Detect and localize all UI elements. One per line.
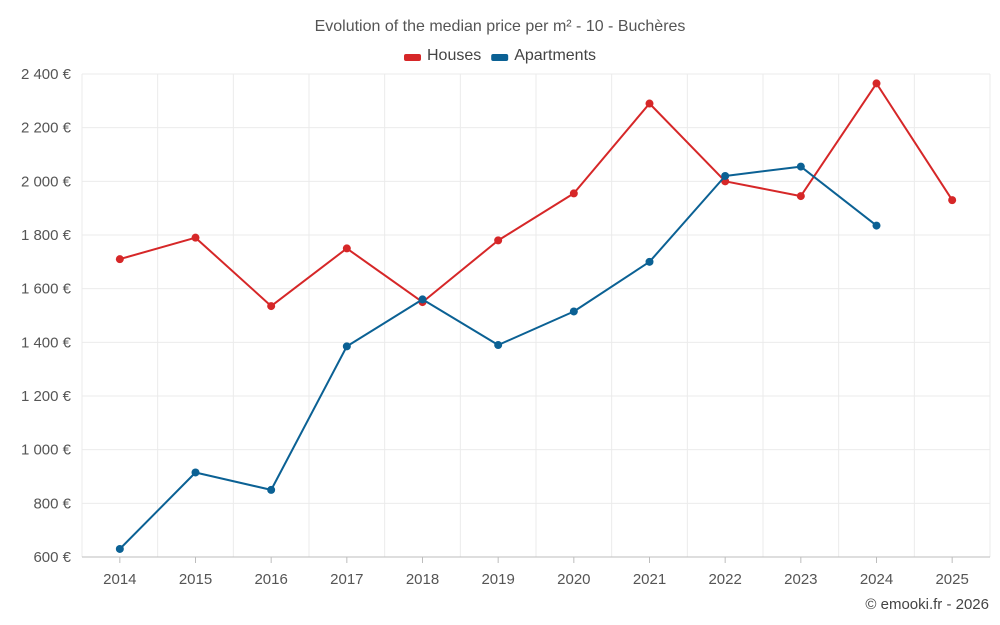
y-tick-label: 1 600 € — [21, 281, 72, 298]
y-tick-label: 600 € — [33, 549, 71, 566]
credit-text: © emooki.fr - 2026 — [865, 596, 989, 613]
x-tick-label: 2016 — [254, 571, 287, 588]
legend-item-apartments[interactable]: Apartments — [491, 47, 596, 64]
legend-item-houses[interactable]: Houses — [404, 47, 481, 64]
x-tick-label: 2018 — [406, 571, 439, 588]
chart-title: Evolution of the median price per m² - 1… — [315, 18, 686, 35]
x-tick-label: 2021 — [633, 571, 666, 588]
x-tick-label: 2022 — [708, 571, 741, 588]
y-tick-label: 2 400 € — [21, 66, 72, 83]
x-tick-label: 2015 — [179, 571, 212, 588]
y-axis: 600 € 800 € 1 000 € 1 200 € 1 400 € 1 600 € 1 … — [21, 66, 72, 566]
x-tick-label: 2014 — [103, 571, 136, 588]
houses-point[interactable] — [796, 192, 805, 201]
x-tick-label: 2017 — [330, 571, 363, 588]
houses-point[interactable] — [267, 302, 276, 311]
apartments-point[interactable] — [796, 162, 805, 171]
y-tick-label: 2 000 € — [21, 173, 72, 190]
y-tick-label: 1 000 € — [21, 442, 72, 459]
apartments-point[interactable] — [115, 544, 124, 553]
apartments-point[interactable] — [494, 341, 503, 350]
houses-point[interactable] — [872, 79, 881, 88]
apartments-point[interactable] — [645, 257, 654, 266]
houses-point[interactable] — [948, 196, 957, 205]
y-tick-label: 1 400 € — [21, 334, 72, 351]
apartments-point[interactable] — [569, 307, 578, 316]
apartments-point[interactable] — [342, 342, 351, 351]
y-tick-label: 1 800 € — [21, 227, 72, 244]
houses-point[interactable] — [115, 255, 124, 264]
legend: Houses Apartments — [404, 47, 596, 64]
legend-swatch — [404, 54, 421, 61]
y-tick-label: 1 200 € — [21, 388, 72, 405]
x-tick-label: 2019 — [481, 571, 514, 588]
legend-swatch — [491, 54, 509, 61]
houses-point[interactable] — [342, 244, 351, 253]
apartments-point[interactable] — [267, 485, 276, 494]
apartments-point[interactable] — [191, 468, 200, 477]
grid — [81, 73, 991, 558]
y-tick-label: 800 € — [33, 495, 71, 512]
houses-point[interactable] — [191, 233, 200, 242]
x-tick-label: 2023 — [784, 571, 817, 588]
apartments-point[interactable] — [721, 171, 730, 180]
houses-point[interactable] — [569, 189, 578, 198]
x-tick-label: 2024 — [860, 571, 893, 588]
x-axis: 2014 2015 2016 2017 2018 2019 2020 2021 2022 2023… — [82, 556, 990, 588]
houses-point[interactable] — [645, 99, 654, 108]
x-tick-label: 2025 — [935, 571, 968, 588]
houses-point[interactable] — [494, 236, 503, 245]
apartments-point[interactable] — [418, 295, 427, 304]
x-tick-label: 2020 — [557, 571, 590, 588]
y-tick-label: 2 200 € — [21, 120, 72, 137]
series-group — [115, 79, 957, 553]
apartments-point[interactable] — [872, 221, 881, 230]
legend-label: Houses — [427, 47, 481, 64]
legend-label: Apartments — [514, 47, 596, 64]
